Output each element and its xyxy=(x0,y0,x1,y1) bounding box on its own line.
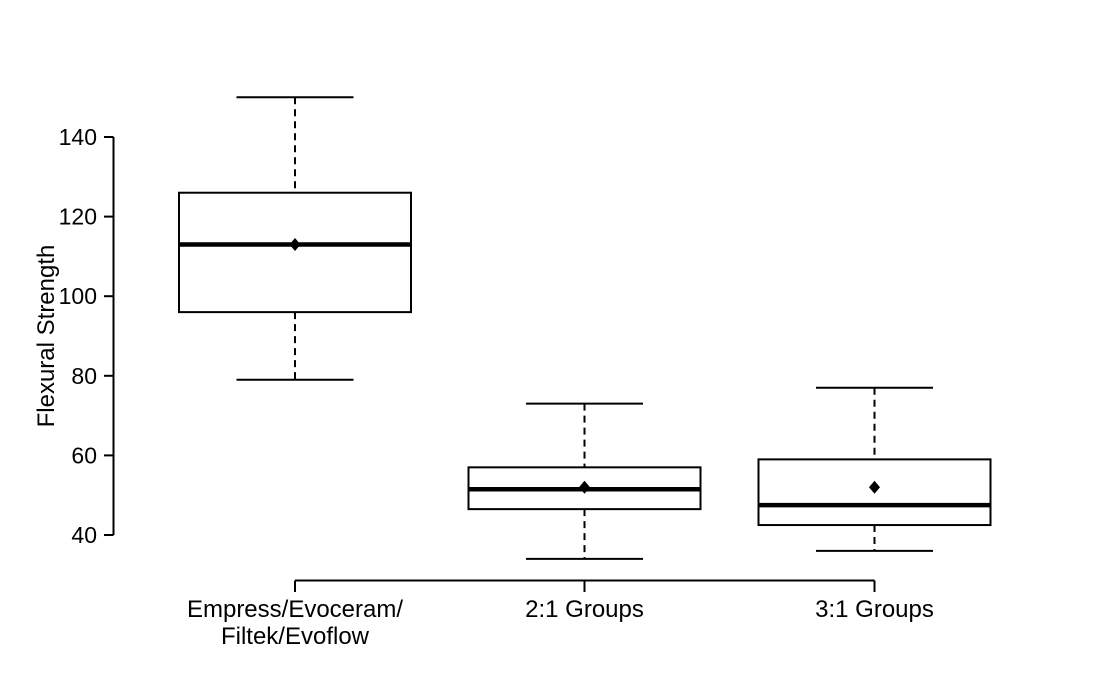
x-category-label: 3:1 Groups xyxy=(815,596,934,623)
y-tick-label: 80 xyxy=(71,363,97,389)
x-category-label: Filtek/Evoflow xyxy=(221,623,370,650)
y-tick-label: 120 xyxy=(59,204,97,230)
mean-diamond-marker xyxy=(579,480,590,494)
y-tick-label: 140 xyxy=(59,124,97,150)
y-axis-title: Flexural Strength xyxy=(33,244,60,428)
x-category-label: 2:1 Groups xyxy=(525,596,644,623)
x-category-label: Empress/Evoceram/ xyxy=(187,596,403,623)
y-tick-label: 100 xyxy=(59,283,97,309)
iqr-box xyxy=(178,191,412,314)
mean-diamond-marker xyxy=(289,237,301,251)
y-tick-label: 60 xyxy=(71,442,97,468)
y-tick-label: 40 xyxy=(71,522,97,548)
mean-diamond-marker xyxy=(869,480,880,494)
